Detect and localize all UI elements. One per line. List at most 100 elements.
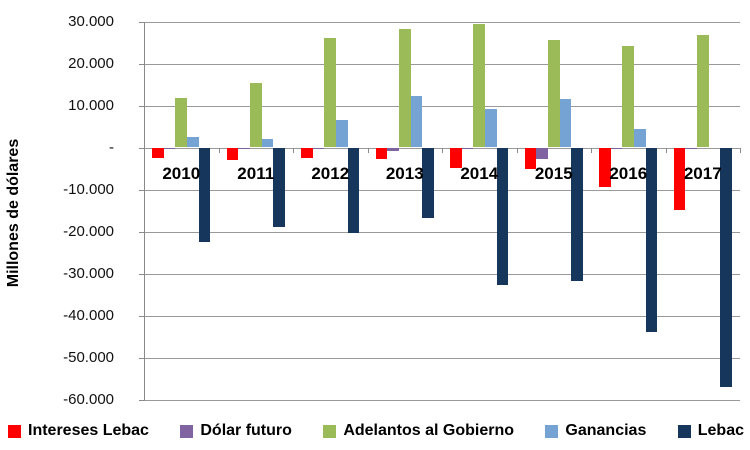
bar-2012-adelantos-al-gobierno — [324, 38, 337, 148]
bar-2012-dolar-futuro — [312, 147, 325, 149]
bar-2010-intereses-lebac — [152, 147, 164, 158]
bar-2016-ganancias — [634, 129, 646, 148]
x-tick-label-2012: 2012 — [311, 163, 350, 183]
legend-item-intereses-lebac: Intereses Lebac — [8, 422, 149, 440]
gridline-20000 — [144, 63, 740, 65]
x-tick-label-2013: 2013 — [385, 163, 424, 183]
bar-2012-ganancias — [336, 120, 348, 148]
x-tick-label-2015: 2015 — [534, 163, 573, 183]
x-axis-tick — [218, 147, 220, 153]
legend-item-adelantos-al-gobierno: Adelantos al Gobierno — [323, 422, 514, 440]
bar-2010-ganancias — [187, 136, 199, 148]
y-axis-tick — [139, 189, 144, 191]
gridline--20000 — [144, 231, 740, 233]
x-axis-tick — [144, 147, 145, 153]
bar-2010-dolar-futuro — [163, 147, 176, 149]
legend-item-dolar-futuro: Dólar futuro — [180, 422, 292, 440]
legend-swatch-ganancias — [545, 424, 559, 438]
y-axis-tick — [139, 21, 144, 23]
bar-2017-lebac — [720, 147, 732, 388]
x-tick-label-2017: 2017 — [683, 163, 722, 183]
bar-2017-adelantos-al-gobierno — [696, 34, 709, 148]
x-axis-tick — [367, 147, 369, 153]
legend-item-ganancias: Ganancias — [545, 422, 646, 440]
gridline--30000 — [144, 273, 740, 275]
y-tick-label: -10.000 — [63, 180, 114, 198]
legend-label-adelantos-al-gobierno: Adelantos al Gobierno — [343, 422, 514, 439]
y-axis-tick — [139, 273, 144, 275]
y-axis-tick — [139, 357, 144, 359]
bar-2016-lebac — [645, 147, 658, 333]
legend-label-dolar-futuro: Dólar futuro — [200, 422, 292, 439]
bar-2011-intereses-lebac — [226, 147, 239, 161]
x-axis-tick — [516, 147, 518, 153]
legend: Intereses Lebac Dólar futuro Adelantos al … — [8, 417, 744, 445]
legend-label-lebac: Lebac — [697, 422, 744, 439]
bar-2016-dolar-futuro — [610, 147, 623, 150]
bar-2011-dolar-futuro — [238, 147, 250, 149]
bar-2013-intereses-lebac — [375, 147, 388, 159]
y-axis-tick — [139, 147, 144, 149]
legend-swatch-adelantos-al-gobierno — [323, 424, 337, 438]
y-tick-label: 30.000 — [68, 12, 114, 30]
legend-swatch-intereses-lebac — [8, 424, 21, 438]
legend-item-lebac: Lebac — [677, 422, 744, 440]
legend-swatch-lebac — [677, 424, 691, 438]
bar-2011-lebac — [273, 147, 285, 227]
bar-2015-lebac — [571, 147, 583, 282]
x-tick-label-2014: 2014 — [460, 163, 499, 183]
y-axis-tick — [139, 315, 144, 317]
y-tick-label: 10.000 — [68, 96, 114, 114]
bar-2016-adelantos-al-gobierno — [622, 45, 635, 148]
bar-2010-adelantos-al-gobierno — [175, 98, 188, 148]
bar-2012-lebac — [347, 147, 360, 233]
y-tick-label: -30.000 — [63, 264, 114, 282]
x-tick-label-2016: 2016 — [609, 163, 648, 183]
gridline--10000 — [144, 189, 740, 191]
bar-2014-lebac — [496, 147, 509, 285]
bar-2014-ganancias — [485, 108, 497, 148]
x-axis-tick — [591, 147, 592, 153]
bar-2015-intereses-lebac — [524, 147, 537, 170]
bar-2010-lebac — [198, 147, 211, 242]
gridline-30000 — [144, 21, 740, 23]
bar-2016-intereses-lebac — [599, 147, 611, 187]
x-axis-tick — [665, 147, 667, 153]
legend-label-ganancias: Ganancias — [565, 422, 647, 439]
x-axis-tick — [293, 147, 294, 153]
legend-swatch-dolar-futuro — [180, 424, 194, 438]
y-axis-tick — [139, 399, 144, 401]
bar-2013-lebac — [422, 147, 434, 219]
y-tick-label: - — [109, 138, 114, 156]
bar-2013-dolar-futuro — [387, 147, 399, 151]
bar-2013-adelantos-al-gobierno — [398, 29, 411, 148]
gridline--60000 — [144, 399, 740, 401]
bar-2014-adelantos-al-gobierno — [473, 24, 486, 148]
y-axis-tick — [139, 105, 144, 107]
x-axis-tick — [740, 147, 741, 153]
y-axis-tick — [139, 231, 144, 233]
y-tick-label: -20.000 — [63, 222, 114, 240]
bar-2015-dolar-futuro — [536, 147, 548, 159]
x-tick-label-2010: 2010 — [162, 163, 201, 183]
legend-label-intereses-lebac: Intereses Lebac — [28, 422, 149, 439]
y-tick-label: -50.000 — [63, 348, 114, 366]
bar-2011-adelantos-al-gobierno — [249, 82, 262, 148]
y-tick-label: 20.000 — [68, 54, 114, 72]
bar-2013-ganancias — [410, 95, 423, 148]
gridline--40000 — [144, 315, 740, 317]
gridline-10000 — [144, 105, 740, 107]
bar-2017-intereses-lebac — [673, 147, 686, 211]
bar-2014-intereses-lebac — [450, 147, 462, 168]
gridline--50000 — [144, 357, 740, 359]
bar-2015-ganancias — [559, 99, 572, 148]
y-tick-label: -40.000 — [63, 306, 114, 324]
x-tick-label-2011: 2011 — [237, 163, 275, 183]
y-tick-label: -60.000 — [63, 390, 114, 408]
bar-2011-ganancias — [261, 139, 274, 148]
y-axis-tick — [139, 63, 144, 65]
bar-2015-adelantos-al-gobierno — [547, 39, 560, 148]
bar-2012-intereses-lebac — [301, 147, 313, 158]
y-axis-line — [144, 21, 145, 401]
